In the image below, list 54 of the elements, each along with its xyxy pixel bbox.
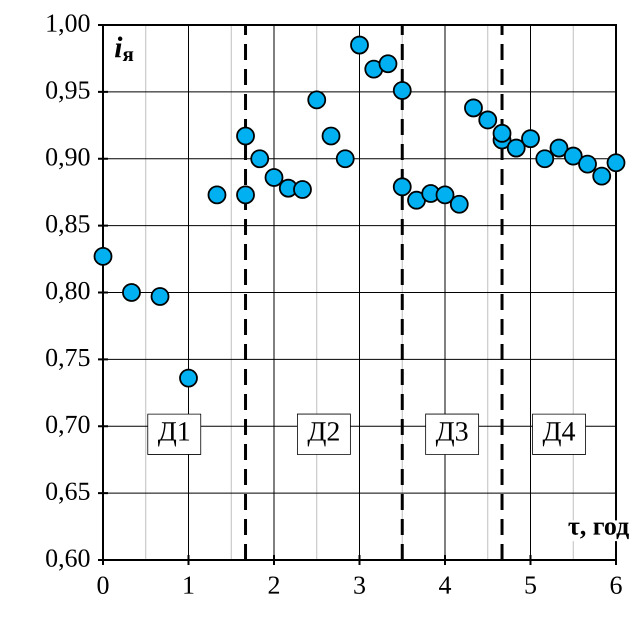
point <box>436 185 454 204</box>
point <box>550 138 568 158</box>
annotation: Д1 <box>158 422 190 446</box>
point <box>392 177 412 196</box>
point <box>293 180 312 199</box>
x-tick-label: 0 <box>98 576 108 594</box>
annotation: Д2 <box>308 422 339 446</box>
x-tick-label: 2 <box>268 576 280 594</box>
x-tick-label: 5 <box>526 576 536 594</box>
point <box>122 283 141 302</box>
x-tick-label: 6 <box>610 576 622 594</box>
point <box>578 154 597 174</box>
point <box>322 126 340 146</box>
point <box>336 149 355 168</box>
point <box>592 166 612 186</box>
point <box>506 138 526 158</box>
point <box>208 185 226 204</box>
y-tick-label: 0,80 <box>46 282 90 304</box>
y-tick-label: 1,00 <box>47 14 90 36</box>
point <box>392 81 412 100</box>
point <box>450 194 469 214</box>
y-tick-label: 0,85 <box>46 215 90 236</box>
annotation: Д3 <box>436 422 468 446</box>
y-tick-label: 0,75 <box>46 348 90 370</box>
point <box>250 149 270 168</box>
point <box>464 98 483 118</box>
y-tick-label: 0,90 <box>46 148 90 170</box>
x-tick-label: 1 <box>184 576 194 594</box>
y-tick-label: 0,60 <box>46 549 90 571</box>
x-tick-label: 3 <box>354 576 365 594</box>
y-tick-label: 0,95 <box>46 81 90 102</box>
point <box>492 124 512 143</box>
annotation: Д4 <box>542 422 576 446</box>
point <box>564 146 583 166</box>
point <box>236 185 255 204</box>
point <box>478 110 498 130</box>
point <box>606 153 626 172</box>
point <box>378 54 398 74</box>
point <box>364 60 384 79</box>
point <box>521 129 540 148</box>
point <box>307 90 326 110</box>
point <box>236 126 255 146</box>
point <box>179 368 198 388</box>
x-axis-title: τ, год <box>568 522 629 540</box>
point <box>264 168 284 187</box>
point <box>94 246 112 266</box>
point <box>535 149 554 168</box>
point <box>150 287 170 306</box>
point <box>350 36 369 54</box>
point <box>407 190 426 210</box>
x-tick-label: 4 <box>439 576 452 594</box>
y-tick-label: 0,65 <box>46 482 90 504</box>
y-tick-label: 0,70 <box>46 416 90 437</box>
y-axis-title: i$_{я}$ <box>114 36 134 61</box>
